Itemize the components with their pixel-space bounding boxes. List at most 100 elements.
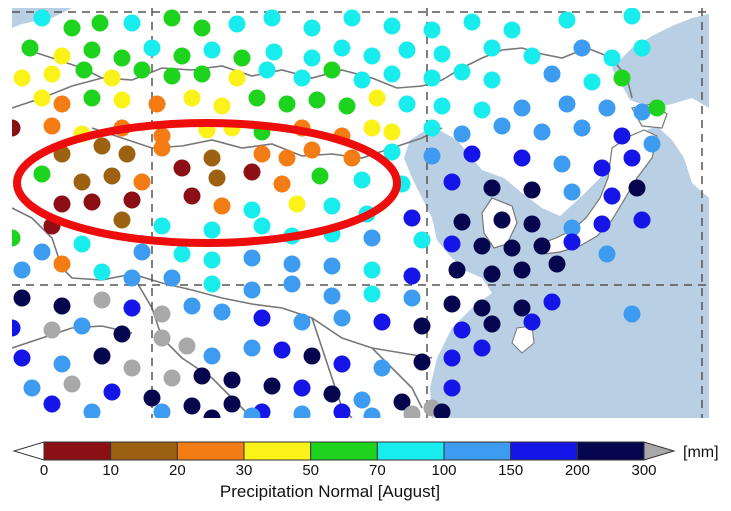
- station-marker: [53, 297, 71, 315]
- colorbar-bin-150-200: [510, 441, 578, 461]
- station-marker: [423, 21, 441, 39]
- colorbar-unit: [mm]: [683, 444, 719, 461]
- station-marker: [173, 47, 191, 65]
- station-marker: [283, 275, 301, 293]
- station-marker: [163, 9, 181, 27]
- station-marker: [523, 215, 541, 233]
- station-marker: [403, 209, 421, 227]
- station-marker: [523, 47, 541, 65]
- station-marker: [243, 281, 261, 299]
- station-marker: [133, 173, 151, 191]
- station-marker: [33, 165, 51, 183]
- station-marker: [398, 95, 416, 113]
- station-marker: [353, 171, 371, 189]
- station-marker: [73, 235, 91, 253]
- station-marker: [368, 89, 386, 107]
- station-marker: [153, 305, 171, 323]
- station-marker: [433, 403, 451, 418]
- station-marker: [553, 155, 571, 173]
- station-marker: [503, 21, 521, 39]
- colorbar-tick-label: 20: [168, 462, 186, 479]
- station-marker: [203, 251, 221, 269]
- station-marker: [193, 19, 211, 37]
- station-marker: [83, 89, 101, 107]
- station-marker: [265, 43, 283, 61]
- station-marker: [503, 239, 521, 257]
- colorbar-tick-label: 200: [564, 462, 590, 479]
- station-marker: [163, 269, 181, 287]
- colorbar-bin-20-30: [176, 441, 245, 461]
- station-marker: [398, 41, 416, 59]
- station-marker: [533, 123, 551, 141]
- country-border: [12, 47, 633, 109]
- station-marker: [133, 243, 151, 261]
- station-marker: [83, 403, 101, 418]
- station-marker: [453, 125, 471, 143]
- station-marker: [183, 187, 201, 205]
- station-marker: [203, 221, 221, 239]
- station-marker: [473, 101, 491, 119]
- colorbar-bin-100-150: [443, 441, 512, 461]
- colorbar-under-arrow: [12, 441, 45, 461]
- station-marker: [473, 299, 491, 317]
- station-marker: [43, 65, 61, 83]
- station-marker: [203, 41, 221, 59]
- station-marker: [123, 359, 141, 377]
- station-marker: [293, 379, 311, 397]
- station-marker: [93, 291, 111, 309]
- station-marker: [523, 313, 541, 331]
- station-marker: [413, 231, 431, 249]
- station-marker: [23, 379, 41, 397]
- station-marker: [603, 49, 621, 67]
- station-marker: [293, 69, 311, 87]
- station-marker: [308, 91, 326, 109]
- station-marker: [303, 19, 321, 37]
- station-marker: [53, 95, 71, 113]
- station-marker: [153, 139, 171, 157]
- station-marker: [513, 299, 531, 317]
- station-marker: [453, 63, 471, 81]
- colorbar-bin-70-100: [376, 441, 445, 461]
- colorbar-tick-label: 50: [302, 462, 319, 479]
- station-marker: [243, 407, 261, 418]
- station-marker: [493, 211, 511, 229]
- colorbar-bin-200-300: [576, 441, 645, 461]
- station-marker: [633, 103, 651, 121]
- station-marker: [243, 201, 261, 219]
- station-marker: [473, 237, 491, 255]
- station-marker: [183, 89, 201, 107]
- station-marker: [353, 71, 371, 89]
- station-marker: [133, 61, 151, 79]
- sea-of-okhotsk: [612, 14, 709, 108]
- colorbar-tick-label: 150: [498, 462, 524, 479]
- station-marker: [413, 353, 431, 371]
- station-marker: [558, 95, 576, 113]
- station-marker: [383, 17, 401, 35]
- station-marker: [228, 15, 246, 33]
- station-marker: [233, 49, 251, 67]
- station-marker: [563, 219, 581, 237]
- station-marker: [443, 349, 461, 367]
- colorbar-tick-label: 10: [102, 462, 119, 479]
- station-marker: [363, 407, 381, 418]
- station-marker: [243, 163, 261, 181]
- station-marker: [208, 169, 226, 187]
- station-marker: [403, 267, 421, 285]
- station-marker: [443, 295, 461, 313]
- station-marker: [633, 211, 651, 229]
- colorbar-tick-label: 100: [431, 462, 457, 479]
- station-marker: [483, 71, 501, 89]
- station-marker: [443, 379, 461, 397]
- station-marker: [643, 135, 661, 153]
- station-marker: [143, 39, 161, 57]
- station-marker: [13, 349, 31, 367]
- station-marker: [148, 95, 166, 113]
- station-marker: [103, 69, 121, 87]
- station-marker: [463, 145, 481, 163]
- station-marker: [333, 355, 351, 373]
- country-border: [21, 47, 103, 79]
- station-marker: [113, 49, 131, 67]
- station-marker: [613, 69, 631, 87]
- station-marker: [533, 237, 551, 255]
- station-marker: [333, 403, 351, 418]
